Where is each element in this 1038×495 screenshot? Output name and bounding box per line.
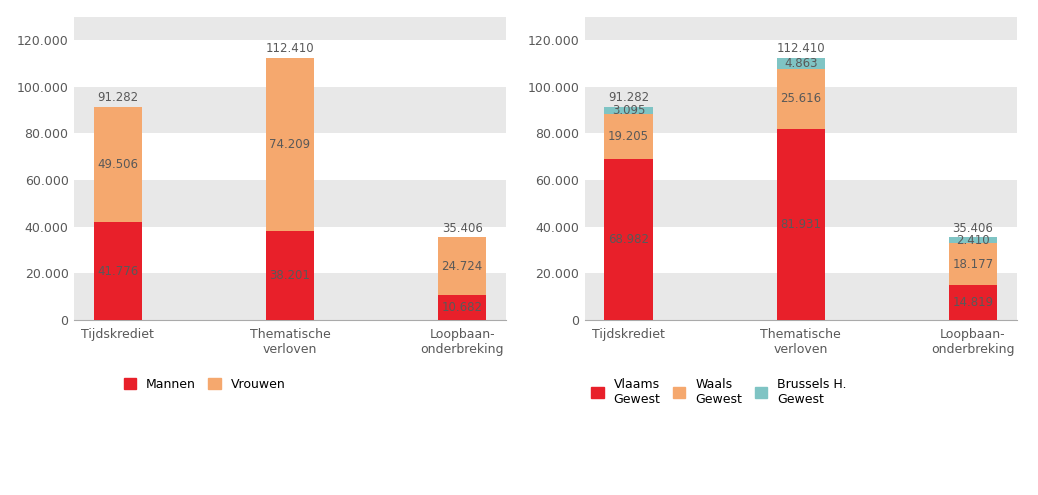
Bar — [604, 114, 653, 159]
Bar — [584, 17, 1016, 40]
Text: 38.201: 38.201 — [270, 269, 310, 282]
Bar — [584, 273, 1016, 320]
Bar — [74, 180, 506, 227]
Bar — [93, 222, 142, 320]
Bar — [438, 295, 487, 320]
Text: 41.776: 41.776 — [98, 265, 138, 278]
Text: 112.410: 112.410 — [776, 42, 825, 55]
Text: 18.177: 18.177 — [952, 257, 993, 271]
Text: 10.682: 10.682 — [442, 301, 483, 314]
Text: 68.982: 68.982 — [608, 233, 649, 246]
Text: 25.616: 25.616 — [781, 93, 821, 105]
Bar — [93, 107, 142, 222]
Text: 112.410: 112.410 — [266, 42, 315, 55]
Legend: Vlaams
Gewest, Waals
Gewest, Brussels H.
Gewest: Vlaams Gewest, Waals Gewest, Brussels H.… — [591, 378, 847, 406]
Bar — [74, 17, 506, 40]
Text: 81.931: 81.931 — [781, 218, 821, 231]
Legend: Mannen, Vrouwen: Mannen, Vrouwen — [124, 378, 285, 391]
Text: 91.282: 91.282 — [608, 91, 649, 104]
Text: 4.863: 4.863 — [784, 57, 818, 70]
Bar — [584, 180, 1016, 227]
Bar — [266, 231, 315, 320]
Bar — [949, 243, 996, 285]
Bar — [949, 237, 996, 243]
Bar — [949, 285, 996, 320]
Bar — [604, 159, 653, 320]
Text: 2.410: 2.410 — [956, 234, 989, 247]
Text: 3.095: 3.095 — [611, 104, 646, 117]
Bar — [74, 273, 506, 320]
Text: 49.506: 49.506 — [98, 158, 138, 171]
Text: 19.205: 19.205 — [608, 130, 649, 143]
Bar — [266, 58, 315, 231]
Bar — [776, 129, 825, 320]
Bar — [776, 58, 825, 69]
Bar — [74, 87, 506, 133]
Text: 24.724: 24.724 — [441, 260, 483, 273]
Bar — [776, 69, 825, 129]
Text: 14.819: 14.819 — [952, 296, 993, 309]
Bar — [584, 87, 1016, 133]
Text: 74.209: 74.209 — [270, 138, 310, 151]
Text: 35.406: 35.406 — [953, 221, 993, 235]
Text: 91.282: 91.282 — [98, 91, 138, 104]
Bar — [438, 237, 487, 295]
Text: 35.406: 35.406 — [442, 221, 483, 235]
Bar — [604, 107, 653, 114]
